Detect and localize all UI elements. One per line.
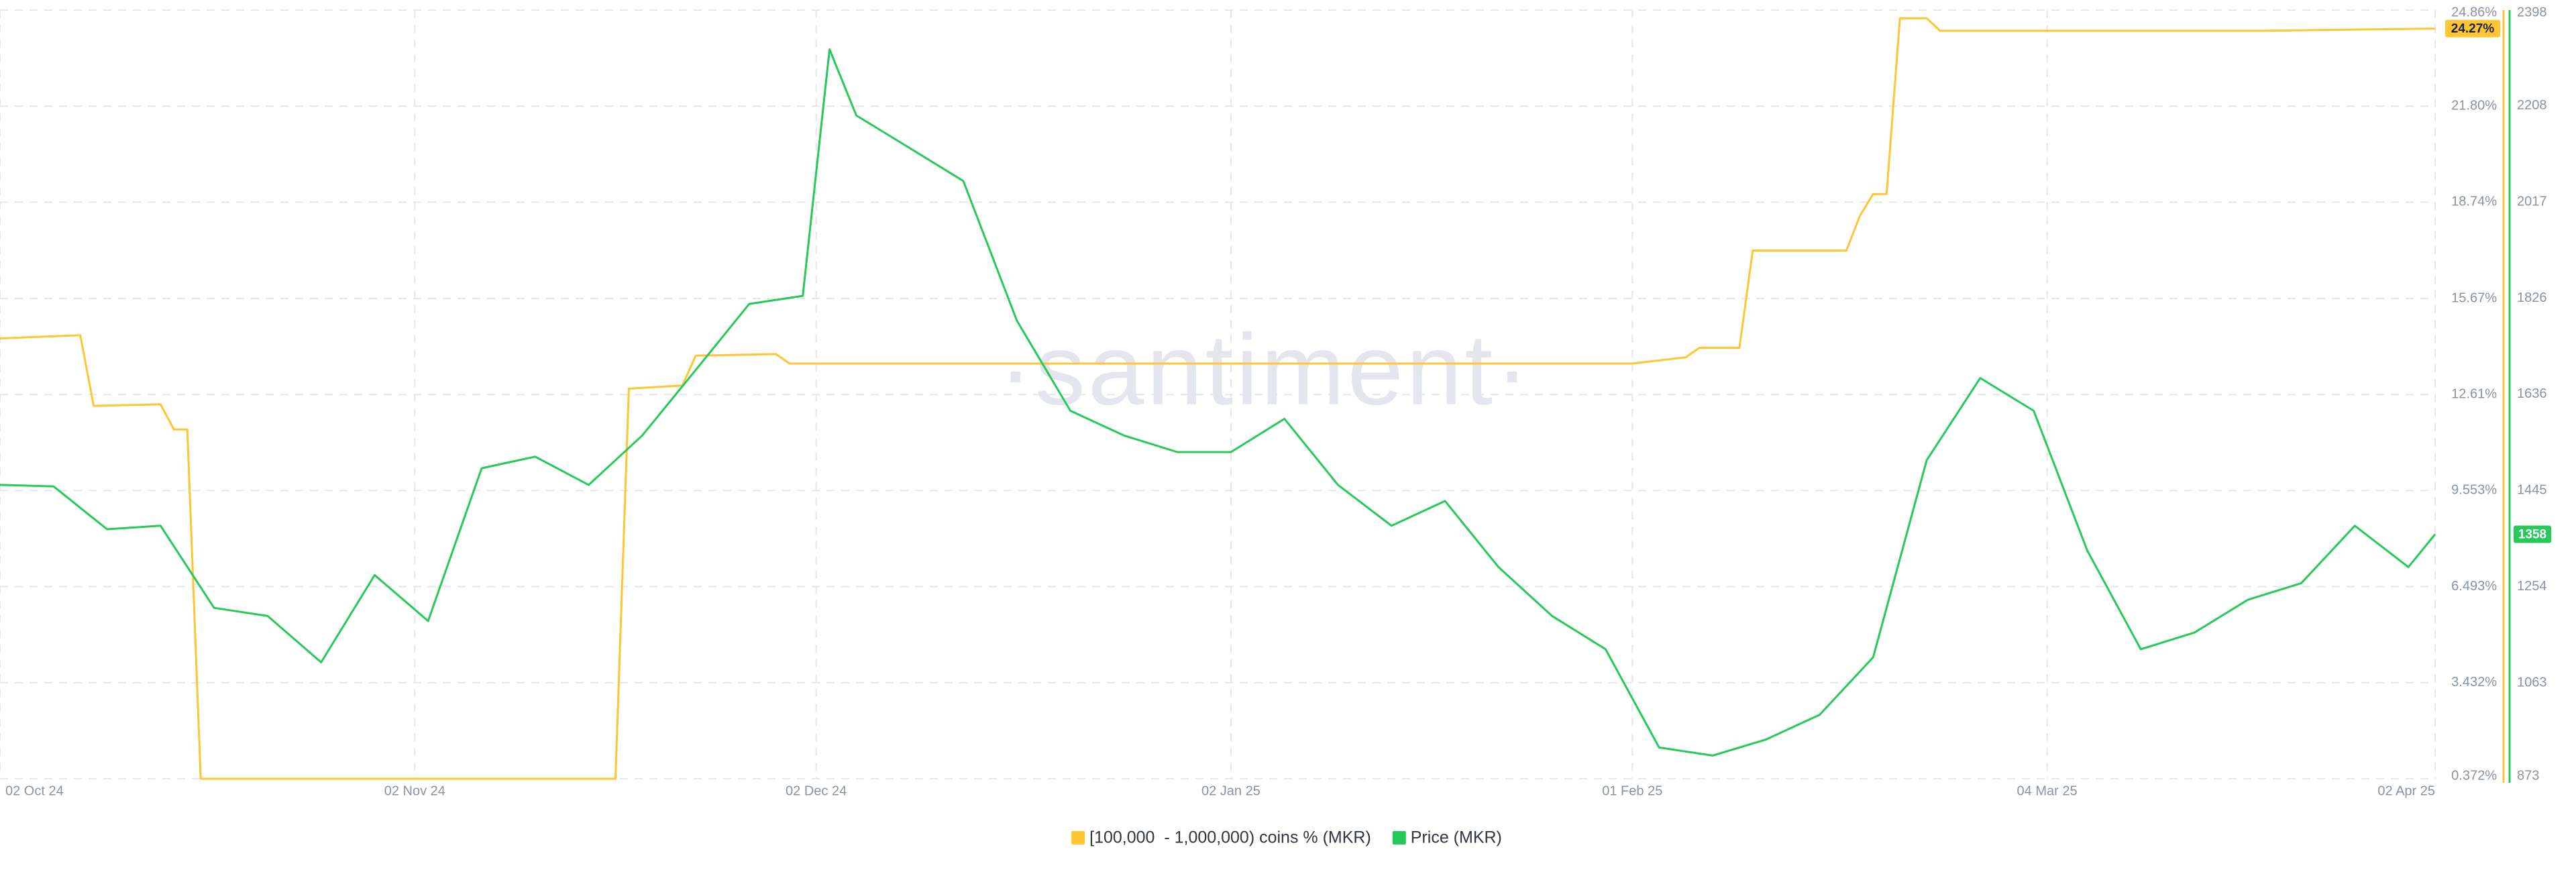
y2-tick-label: 1445 xyxy=(2517,482,2547,497)
legend-item[interactable]: [100,000 - 1,000,000) coins % (MKR) xyxy=(1071,828,1371,847)
y-tick-label: 12.61% xyxy=(2451,387,2497,402)
y2-tick-label: 2398 xyxy=(2517,5,2547,19)
y-tick-label: 15.67% xyxy=(2451,290,2497,305)
y2-tick-label: 2208 xyxy=(2517,98,2547,113)
value-badge-label: 1358 xyxy=(2518,528,2546,542)
legend: [100,000 - 1,000,000) coins % (MKR) Price… xyxy=(1071,828,1502,847)
x-tick-label: 02 Jan 25 xyxy=(1201,783,1260,798)
series-line xyxy=(0,48,2436,757)
value-badge xyxy=(2445,19,2500,38)
value-badge xyxy=(2514,525,2551,543)
y2-tick-label: 873 xyxy=(2517,768,2539,783)
x-tick-label: 02 Nov 24 xyxy=(384,783,445,798)
y-tick-label: 3.432% xyxy=(2451,675,2497,690)
x-tick-label: 04 Mar 25 xyxy=(2017,783,2078,798)
y2-tick-label: 1254 xyxy=(2517,579,2547,594)
legend-swatch xyxy=(1392,831,1406,844)
y-tick-label: 21.80% xyxy=(2451,98,2497,113)
y-tick-label: 0.372% xyxy=(2451,768,2497,783)
y-tick-label: 6.493% xyxy=(2451,579,2497,594)
y2-tick-label: 2017 xyxy=(2517,195,2547,209)
legend-label: [100,000 - 1,000,000) coins % (MKR) xyxy=(1089,828,1371,847)
y2-tick-label: 1826 xyxy=(2517,290,2547,305)
y-tick-label: 9.553% xyxy=(2451,483,2497,498)
y-tick-label: 24.86% xyxy=(2451,5,2497,19)
x-tick-label: 01 Feb 25 xyxy=(1602,783,1662,798)
x-tick-label: 02 Dec 24 xyxy=(786,783,847,798)
value-badge-label: 24.27% xyxy=(2451,22,2495,36)
x-tick-label: 02 Oct 24 xyxy=(5,783,64,798)
series-line xyxy=(0,17,2436,780)
legend-item[interactable]: Price (MKR) xyxy=(1392,828,1502,847)
watermark: ·santiment· xyxy=(999,313,1532,426)
x-tick-label: 02 Apr 25 xyxy=(2377,783,2435,798)
legend-swatch xyxy=(1071,831,1085,844)
y2-tick-label: 1636 xyxy=(2517,386,2547,401)
y2-tick-label: 1063 xyxy=(2517,675,2547,690)
legend-label: Price (MKR) xyxy=(1411,828,1502,847)
y-tick-label: 18.74% xyxy=(2451,195,2497,209)
